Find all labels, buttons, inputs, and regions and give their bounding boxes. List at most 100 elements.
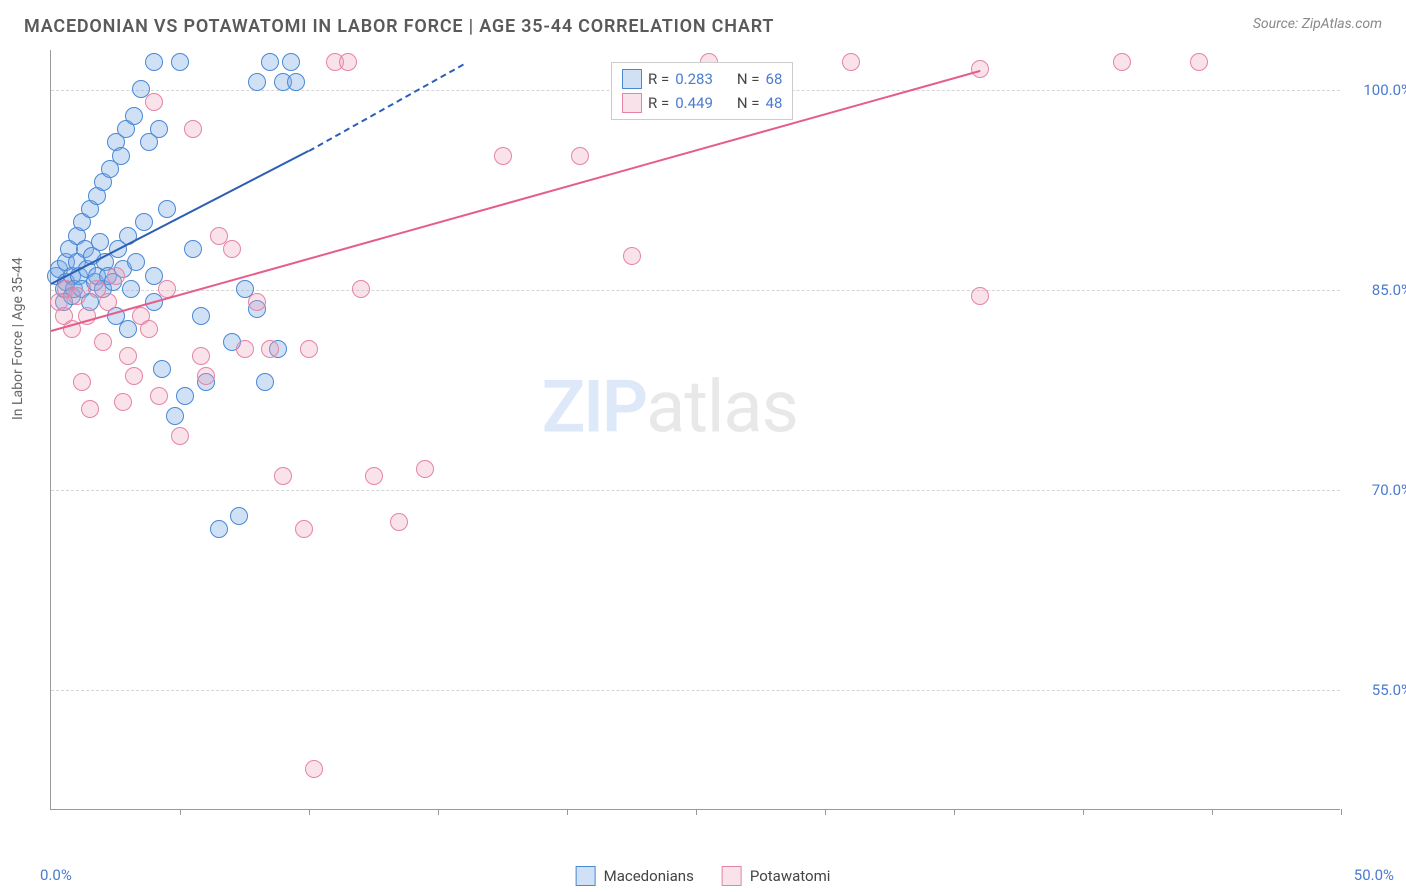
- x-axis-end-label: 50.0%: [1354, 866, 1394, 884]
- data-point: [261, 340, 279, 358]
- source-attribution: Source: ZipAtlas.com: [1253, 16, 1382, 32]
- data-point: [236, 340, 254, 358]
- x-tick: [567, 809, 568, 815]
- y-axis-label: In Labor Force | Age 35-44: [10, 257, 26, 420]
- data-point: [166, 407, 184, 425]
- y-tick-label: 70.0%: [1352, 481, 1406, 499]
- data-point: [282, 53, 300, 71]
- data-point: [153, 360, 171, 378]
- data-point: [127, 253, 145, 271]
- data-point: [91, 233, 109, 251]
- data-point: [150, 120, 168, 138]
- x-tick: [438, 809, 439, 815]
- data-point: [171, 427, 189, 445]
- y-tick-label: 100.0%: [1352, 81, 1406, 99]
- data-point: [158, 200, 176, 218]
- trend-line: [51, 70, 980, 332]
- plot-area: ZIPatlas 100.0%85.0%70.0%55.0%R =0.283N …: [50, 50, 1340, 810]
- data-point: [122, 280, 140, 298]
- data-point: [416, 460, 434, 478]
- data-point: [81, 400, 99, 418]
- legend-r-value: 0.283: [675, 70, 713, 88]
- data-point: [287, 73, 305, 91]
- legend-swatch: [576, 866, 596, 886]
- data-point: [197, 367, 215, 385]
- legend-label: Potawatomi: [750, 867, 831, 885]
- legend-n-value: 68: [766, 70, 783, 88]
- data-point: [192, 347, 210, 365]
- data-point: [171, 53, 189, 71]
- data-point: [842, 53, 860, 71]
- data-point: [125, 367, 143, 385]
- data-point: [1190, 53, 1208, 71]
- x-tick: [825, 809, 826, 815]
- data-point: [150, 387, 168, 405]
- correlation-legend: R = 0.283 N = 68 R = 0.449 N = 48: [611, 62, 793, 120]
- data-point: [145, 93, 163, 111]
- legend-n-label: N =: [737, 70, 760, 88]
- data-point: [365, 467, 383, 485]
- data-point: [112, 147, 130, 165]
- legend-swatch: [622, 93, 642, 113]
- data-point: [223, 240, 241, 258]
- data-point: [971, 287, 989, 305]
- legend-n-label: N =: [737, 94, 760, 112]
- x-tick: [1341, 809, 1342, 815]
- x-tick: [954, 809, 955, 815]
- x-axis-start-label: 0.0%: [40, 866, 72, 884]
- data-point: [494, 147, 512, 165]
- gridline: [51, 690, 1340, 691]
- data-point: [305, 760, 323, 778]
- data-point: [114, 393, 132, 411]
- data-point: [339, 53, 357, 71]
- x-tick: [1212, 809, 1213, 815]
- data-point: [73, 373, 91, 391]
- x-tick: [696, 809, 697, 815]
- data-point: [68, 287, 86, 305]
- data-point: [140, 320, 158, 338]
- legend-r-label: R =: [648, 70, 669, 88]
- data-point: [390, 513, 408, 531]
- trend-line: [309, 63, 465, 151]
- data-point: [184, 120, 202, 138]
- data-point: [261, 53, 279, 71]
- x-tick: [180, 809, 181, 815]
- data-point: [184, 240, 202, 258]
- chart-container: ZIPatlas 100.0%85.0%70.0%55.0%R =0.283N …: [50, 50, 1380, 810]
- data-point: [352, 280, 370, 298]
- x-tick: [309, 809, 310, 815]
- data-point: [125, 107, 143, 125]
- data-point: [623, 247, 641, 265]
- data-point: [94, 333, 112, 351]
- data-point: [971, 60, 989, 78]
- watermark: ZIPatlas: [542, 364, 798, 449]
- data-point: [119, 347, 137, 365]
- data-point: [176, 387, 194, 405]
- legend-swatch: [722, 866, 742, 886]
- data-point: [145, 53, 163, 71]
- data-point: [300, 340, 318, 358]
- data-point: [210, 520, 228, 538]
- chart-title: MACEDONIAN VS POTAWATOMI IN LABOR FORCE …: [24, 16, 774, 37]
- gridline: [51, 490, 1340, 491]
- data-point: [256, 373, 274, 391]
- series-legend: Macedonians Potawatomi: [576, 866, 831, 886]
- legend-n-value: 48: [766, 94, 783, 112]
- data-point: [274, 467, 292, 485]
- data-point: [571, 147, 589, 165]
- data-point: [99, 293, 117, 311]
- data-point: [135, 213, 153, 231]
- x-tick: [1083, 809, 1084, 815]
- data-point: [192, 307, 210, 325]
- legend-item: Potawatomi: [722, 866, 831, 886]
- data-point: [295, 520, 313, 538]
- data-point: [230, 507, 248, 525]
- data-point: [248, 293, 266, 311]
- y-tick-label: 85.0%: [1352, 281, 1406, 299]
- data-point: [248, 73, 266, 91]
- data-point: [1113, 53, 1131, 71]
- legend-item: Macedonians: [576, 866, 694, 886]
- legend-r-label: R =: [648, 94, 669, 112]
- legend-r-value: 0.449: [675, 94, 713, 112]
- y-tick-label: 55.0%: [1352, 681, 1406, 699]
